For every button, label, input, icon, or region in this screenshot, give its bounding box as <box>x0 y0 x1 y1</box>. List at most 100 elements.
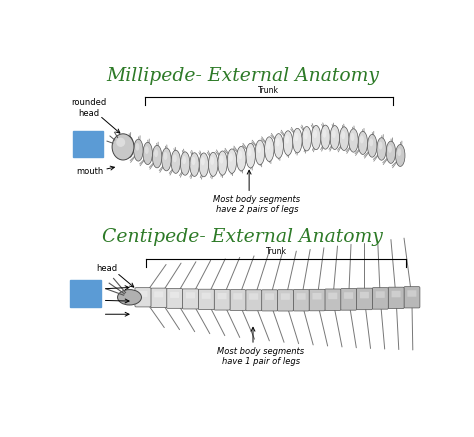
Ellipse shape <box>304 131 308 139</box>
Ellipse shape <box>358 132 367 154</box>
FancyBboxPatch shape <box>230 290 246 310</box>
Ellipse shape <box>350 133 355 141</box>
FancyBboxPatch shape <box>344 292 353 299</box>
Ellipse shape <box>330 125 339 149</box>
Ellipse shape <box>377 138 386 160</box>
Ellipse shape <box>112 134 134 160</box>
Ellipse shape <box>237 146 246 171</box>
Ellipse shape <box>201 157 205 166</box>
Ellipse shape <box>199 153 209 177</box>
Ellipse shape <box>227 149 237 173</box>
Ellipse shape <box>341 131 345 139</box>
FancyBboxPatch shape <box>166 288 182 309</box>
Ellipse shape <box>257 145 261 153</box>
Ellipse shape <box>255 140 264 165</box>
FancyBboxPatch shape <box>202 293 211 299</box>
FancyBboxPatch shape <box>340 288 356 310</box>
Ellipse shape <box>136 143 139 151</box>
Ellipse shape <box>276 138 280 146</box>
Ellipse shape <box>349 129 358 152</box>
FancyBboxPatch shape <box>170 292 179 298</box>
FancyBboxPatch shape <box>407 290 416 297</box>
Ellipse shape <box>264 137 274 162</box>
Ellipse shape <box>164 152 167 160</box>
Text: head: head <box>97 264 118 273</box>
Text: Most body segments
have 2 pairs of legs: Most body segments have 2 pairs of legs <box>213 195 301 214</box>
Text: rounded
head: rounded head <box>71 98 106 118</box>
Ellipse shape <box>360 135 364 143</box>
FancyBboxPatch shape <box>138 291 147 297</box>
Ellipse shape <box>162 148 171 171</box>
Text: Most body segments
have 1 pair of legs: Most body segments have 1 pair of legs <box>217 347 304 366</box>
Ellipse shape <box>143 142 153 165</box>
FancyBboxPatch shape <box>233 293 242 299</box>
Ellipse shape <box>292 128 302 153</box>
Ellipse shape <box>182 156 186 164</box>
FancyBboxPatch shape <box>404 287 420 308</box>
FancyBboxPatch shape <box>218 293 227 299</box>
Ellipse shape <box>209 153 218 177</box>
Ellipse shape <box>302 127 311 151</box>
FancyBboxPatch shape <box>309 289 325 311</box>
Ellipse shape <box>238 151 242 159</box>
FancyBboxPatch shape <box>281 293 290 300</box>
Ellipse shape <box>218 151 227 175</box>
Ellipse shape <box>210 156 214 165</box>
FancyBboxPatch shape <box>262 290 278 311</box>
Ellipse shape <box>116 138 125 147</box>
FancyBboxPatch shape <box>265 293 274 300</box>
Text: mouth: mouth <box>77 167 104 176</box>
Text: Millipede- External Anatomy: Millipede- External Anatomy <box>107 66 379 84</box>
Ellipse shape <box>379 142 383 149</box>
Ellipse shape <box>266 141 270 150</box>
Ellipse shape <box>388 145 392 153</box>
Ellipse shape <box>386 141 396 163</box>
Ellipse shape <box>173 154 177 163</box>
FancyBboxPatch shape <box>360 292 369 298</box>
FancyBboxPatch shape <box>151 288 167 308</box>
Ellipse shape <box>246 143 255 168</box>
Ellipse shape <box>229 153 233 162</box>
FancyBboxPatch shape <box>312 293 321 299</box>
Ellipse shape <box>339 127 349 150</box>
Ellipse shape <box>332 130 336 138</box>
FancyBboxPatch shape <box>249 293 258 300</box>
Ellipse shape <box>283 131 293 155</box>
Ellipse shape <box>219 155 224 164</box>
FancyBboxPatch shape <box>392 291 401 297</box>
Ellipse shape <box>397 148 401 156</box>
Ellipse shape <box>311 125 321 149</box>
Ellipse shape <box>152 146 162 168</box>
FancyBboxPatch shape <box>182 289 199 309</box>
FancyBboxPatch shape <box>325 289 341 311</box>
Ellipse shape <box>285 135 289 144</box>
Ellipse shape <box>274 134 283 158</box>
Ellipse shape <box>145 146 149 154</box>
Ellipse shape <box>367 134 377 157</box>
FancyBboxPatch shape <box>214 289 230 310</box>
Ellipse shape <box>181 152 190 175</box>
Text: Trunk: Trunk <box>258 86 279 95</box>
Ellipse shape <box>191 157 195 165</box>
Text: Trunk: Trunk <box>266 247 287 257</box>
FancyBboxPatch shape <box>328 293 337 299</box>
Ellipse shape <box>369 139 373 146</box>
FancyBboxPatch shape <box>356 288 373 310</box>
FancyBboxPatch shape <box>372 288 388 309</box>
FancyBboxPatch shape <box>388 287 404 309</box>
Bar <box>73 131 103 157</box>
FancyBboxPatch shape <box>186 292 195 298</box>
Ellipse shape <box>126 140 130 147</box>
Ellipse shape <box>313 130 317 138</box>
Ellipse shape <box>321 125 330 149</box>
Text: Centipede- External Anatomy: Centipede- External Anatomy <box>102 228 383 246</box>
FancyBboxPatch shape <box>277 290 293 311</box>
Ellipse shape <box>395 145 405 166</box>
FancyBboxPatch shape <box>293 290 309 311</box>
Ellipse shape <box>154 149 158 157</box>
FancyBboxPatch shape <box>198 289 214 309</box>
Ellipse shape <box>118 290 141 305</box>
Bar <box>70 280 101 307</box>
Ellipse shape <box>190 153 199 177</box>
FancyBboxPatch shape <box>376 291 385 298</box>
